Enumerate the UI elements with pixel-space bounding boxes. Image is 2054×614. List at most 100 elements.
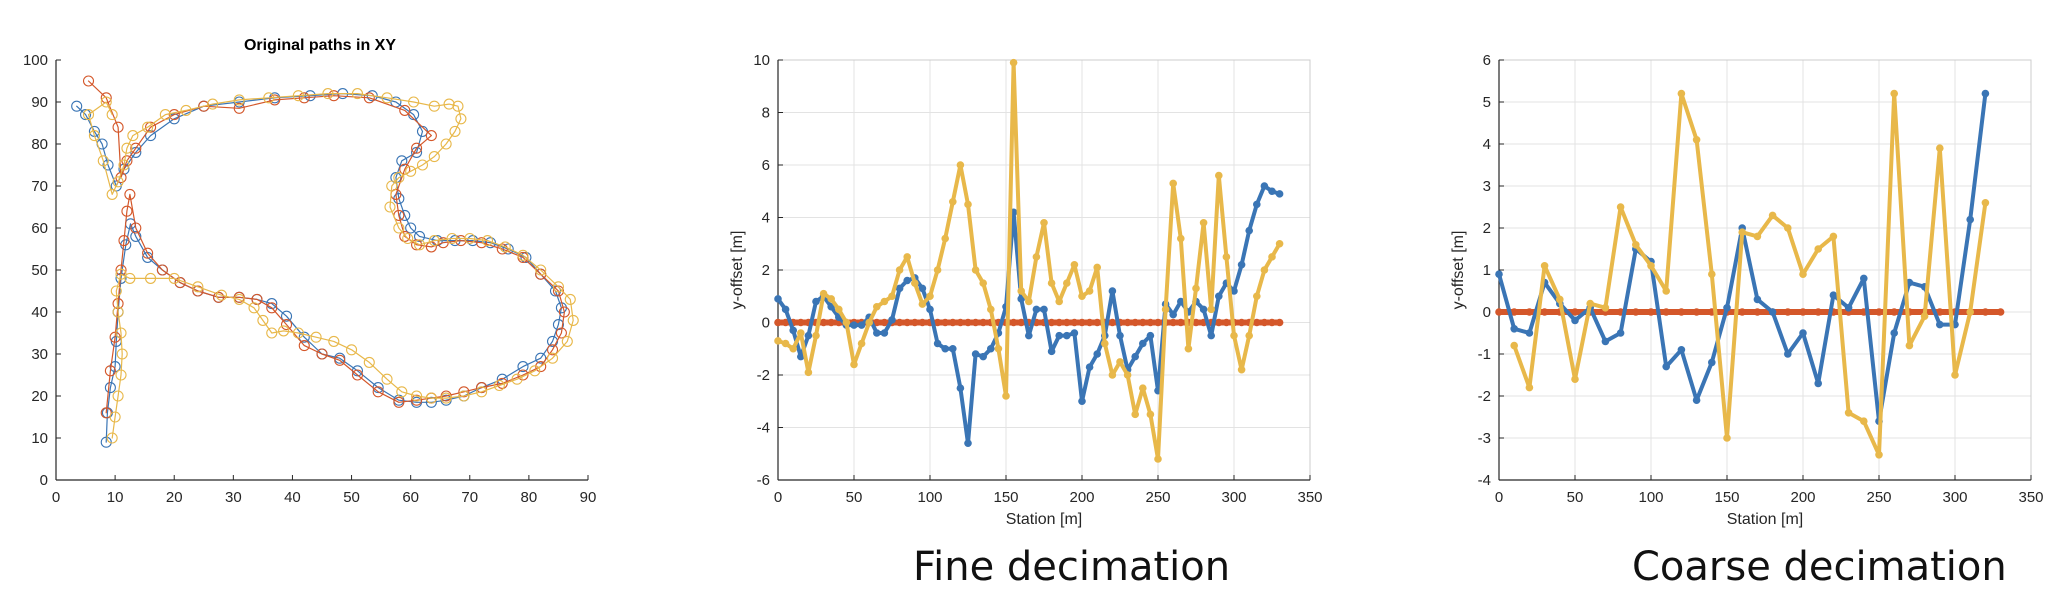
data-point xyxy=(873,329,881,337)
data-point xyxy=(567,314,579,326)
data-point xyxy=(535,264,547,276)
data-point xyxy=(106,188,118,200)
data-point xyxy=(440,138,452,150)
data-point xyxy=(535,361,547,373)
data-point xyxy=(104,382,116,394)
data-point xyxy=(971,350,980,358)
data-point xyxy=(192,285,204,297)
data-point xyxy=(1936,144,1944,152)
data-point xyxy=(564,293,576,305)
data-point xyxy=(873,318,881,327)
data-point xyxy=(1966,215,1974,224)
x-tick-label: 0 xyxy=(52,489,60,506)
data-point xyxy=(987,344,995,353)
data-point xyxy=(425,396,437,408)
y-tick-label: 10 xyxy=(31,430,48,447)
x-axis-label: Station [m] xyxy=(1727,511,1803,528)
data-point xyxy=(511,373,523,385)
y-tick-label: 5 xyxy=(1483,94,1491,111)
data-point xyxy=(1662,308,1670,316)
y-tick-label: 0 xyxy=(762,315,770,332)
data-point xyxy=(1525,329,1534,337)
x-tick-label: 200 xyxy=(1790,489,1815,506)
x-tick-label: 150 xyxy=(1714,489,1739,506)
data-point xyxy=(280,310,293,322)
data-point xyxy=(363,356,375,368)
y-tick-label: 60 xyxy=(31,220,48,237)
data-point xyxy=(1738,308,1746,316)
data-point xyxy=(895,266,904,274)
data-point xyxy=(124,272,136,284)
data-point xyxy=(555,327,567,339)
y-axis-label: y-offset [m] xyxy=(729,231,746,310)
data-point xyxy=(895,284,904,293)
y-tick-label: 2 xyxy=(1483,220,1491,237)
data-point xyxy=(1677,346,1686,354)
data-point xyxy=(1093,350,1101,358)
y-tick-label: 40 xyxy=(31,304,48,321)
data-point xyxy=(449,125,461,137)
data-point xyxy=(416,159,429,171)
data-point xyxy=(384,201,396,213)
data-point xyxy=(1571,316,1579,325)
fine-decimation-chart-svg: 0 50 100 150 200 250 300 350 -6 -4 -2 0 2 4 6 8 10 Statio… xyxy=(729,52,1323,528)
data-point xyxy=(774,295,782,303)
data-point xyxy=(918,318,927,327)
data-point xyxy=(104,365,116,377)
chart-title: Original paths in XY xyxy=(244,37,396,54)
y-tick-label: 0 xyxy=(1483,304,1491,321)
data-point xyxy=(298,340,310,352)
data-point xyxy=(1199,218,1208,227)
data-point xyxy=(298,92,310,104)
data-point xyxy=(546,344,559,356)
data-point xyxy=(1936,308,1944,316)
data-point xyxy=(1860,417,1868,426)
data-point xyxy=(797,329,805,337)
data-point xyxy=(1814,379,1822,388)
data-point xyxy=(1981,199,1990,207)
data-point xyxy=(1169,310,1177,319)
data-point xyxy=(1032,253,1041,261)
data-point xyxy=(558,306,570,318)
data-point xyxy=(1662,287,1670,295)
data-point xyxy=(233,94,245,106)
data-point xyxy=(933,318,942,327)
data-point xyxy=(82,109,95,121)
data-point xyxy=(233,293,245,305)
data-point xyxy=(316,348,328,360)
data-point xyxy=(804,331,813,340)
data-point xyxy=(180,104,192,116)
y-tick-label: 6 xyxy=(762,157,770,174)
data-point xyxy=(1146,410,1155,419)
data-point xyxy=(1123,371,1132,379)
data-point xyxy=(393,222,405,234)
data-point xyxy=(458,390,470,402)
data-point xyxy=(1692,396,1701,405)
data-point xyxy=(1632,308,1640,316)
data-point xyxy=(1571,308,1579,316)
data-point xyxy=(115,327,127,339)
data-point xyxy=(1055,297,1063,306)
y-tick-label: -2 xyxy=(757,367,770,384)
data-point xyxy=(393,396,405,408)
x-tick-label: 50 xyxy=(1567,489,1584,506)
data-point xyxy=(1981,89,1990,98)
data-point xyxy=(949,318,957,327)
data-point xyxy=(499,241,511,253)
data-point xyxy=(116,348,128,360)
data-point xyxy=(1009,58,1018,67)
data-point xyxy=(1169,318,1177,327)
data-point xyxy=(789,326,797,335)
data-point xyxy=(971,318,980,327)
data-point xyxy=(145,121,157,133)
data-point xyxy=(1237,260,1246,269)
data-point xyxy=(903,253,911,261)
y-tick-label: 0 xyxy=(40,472,48,489)
data-point xyxy=(428,100,440,112)
data-point xyxy=(322,88,334,100)
data-point xyxy=(80,109,92,121)
data-point xyxy=(1222,253,1231,261)
data-point xyxy=(298,331,310,343)
x-tick-label: 100 xyxy=(1638,489,1663,506)
data-point xyxy=(552,285,564,297)
